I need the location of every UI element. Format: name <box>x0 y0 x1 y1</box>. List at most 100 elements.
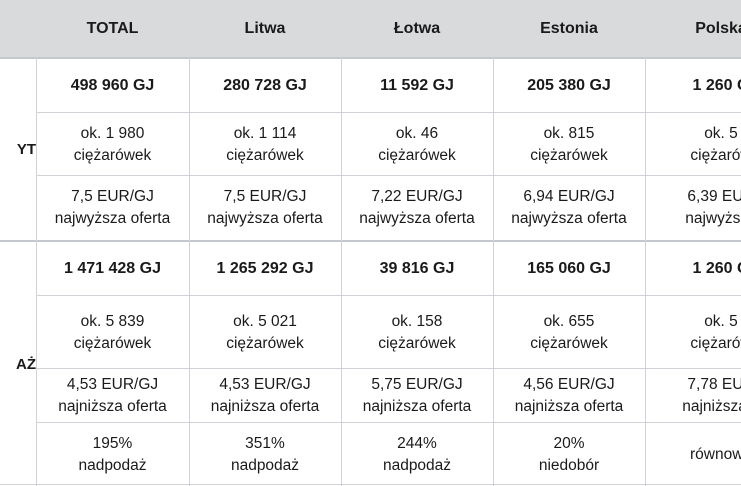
cell-text-line: ciężarów <box>690 146 741 164</box>
column-header-lotwa: Łotwa <box>393 19 441 37</box>
cell-text-line: ciężarówek <box>378 334 456 352</box>
cell-text-line: nadpodaż <box>78 456 147 474</box>
cell-text-line: nadpodaż <box>382 456 452 474</box>
cell-text-line: 1 260 G <box>692 77 741 94</box>
table-bottom-border <box>0 484 741 485</box>
table-cell-balance-litwa: 351% nadpodaż <box>189 423 341 486</box>
cell-text-line: ciężarówek <box>226 146 304 164</box>
table-cell-balance-lotwa: 244% nadpodaż <box>341 423 493 486</box>
table-cell-trucks-lotwa: ok. 158 ciężarówek <box>341 296 493 369</box>
cell-text-line: 7,22 EUR/GJ <box>371 187 463 205</box>
cell-text-line: 6,39 EUR <box>687 187 741 205</box>
cell-text-line: 1 260 G <box>692 260 741 277</box>
cell-text-line: 280 728 GJ <box>223 77 307 94</box>
cell-text-line: najniższa oferta <box>210 398 320 415</box>
cell-text-line: najwyższa oferta <box>359 209 475 227</box>
table-cell-volume-lotwa: 11 592 GJ <box>341 59 493 113</box>
column-divider <box>36 57 37 486</box>
table-cell-balance-estonia: 20% niedobór <box>493 423 645 486</box>
cell-text-line: 7,78 EUR <box>687 376 741 393</box>
table-cell-volume-litwa: 280 728 GJ <box>189 59 341 113</box>
cell-text-line: najniższa oferta <box>58 398 167 415</box>
table-cell-price-lotwa: 7,22 EUR/GJ najwyższa oferta <box>341 176 493 239</box>
cell-text-line: ciężarówek <box>73 146 152 164</box>
table-cell-price-litwa: 4,53 EUR/GJ najniższa oferta <box>189 369 341 423</box>
cell-text-line: 4,53 EUR/GJ <box>66 376 159 393</box>
cell-text-line: 351% <box>245 434 285 452</box>
table-cell-balance-polska: równowa <box>645 423 741 486</box>
table-cell-price-polska: 7,78 EUR najniższa o <box>645 369 741 423</box>
column-divider <box>189 57 190 486</box>
cell-text-line: 20% <box>553 434 585 452</box>
cell-text-line: 7,5 EUR/GJ <box>71 187 154 205</box>
row-divider <box>36 422 741 423</box>
cell-text-line: najniższa o <box>682 398 741 415</box>
cell-text-line: 7,5 EUR/GJ <box>223 187 307 205</box>
table-cell-trucks-polska: ok. 5 ciężarów <box>645 113 741 176</box>
table-cell-trucks-estonia: ok. 655 ciężarówek <box>493 296 645 369</box>
column-header-polska: Polska <box>695 19 741 37</box>
table-cell-volume-lotwa: 39 816 GJ <box>341 242 493 296</box>
table-cell-price-total: 4,53 EUR/GJ najniższa oferta <box>36 369 189 423</box>
table-cell-volume-estonia: 165 060 GJ <box>493 242 645 296</box>
cell-text-line: równowa <box>689 445 741 463</box>
cell-text-line: 5,75 EUR/GJ <box>371 376 463 393</box>
cell-text-line: ciężarówek <box>530 146 608 164</box>
cell-text-line: ok. 5 839 <box>80 312 145 330</box>
column-divider <box>645 57 646 486</box>
table-cell-trucks-litwa: ok. 1 114 ciężarówek <box>189 113 341 176</box>
table-cell-price-total: 7,5 EUR/GJ najwyższa oferta <box>36 176 189 239</box>
table-cell-volume-total: 1 471 428 GJ <box>36 242 189 296</box>
cell-text-line: 11 592 GJ <box>380 77 454 94</box>
cell-text-line: 39 816 GJ <box>379 260 455 277</box>
cell-text-line: 205 380 GJ <box>527 77 611 94</box>
row-divider <box>36 295 741 296</box>
table-cell-volume-polska: 1 260 G <box>645 59 741 113</box>
cell-text-line: ok. 655 <box>543 312 595 330</box>
column-divider <box>341 57 342 486</box>
table-cell-trucks-polska: ok. 5 ciężarów <box>645 296 741 369</box>
table-header <box>0 0 741 57</box>
table-cell-trucks-lotwa: ok. 46 ciężarówek <box>341 113 493 176</box>
table-cell-price-litwa: 7,5 EUR/GJ najwyższa oferta <box>189 176 341 239</box>
section-divider <box>0 57 741 59</box>
table-cell-trucks-total: ok. 1 980 ciężarówek <box>36 113 189 176</box>
section-divider <box>0 240 741 242</box>
cell-text-line: ok. 5 <box>704 312 738 330</box>
cell-text-line: ok. 5 <box>704 124 738 142</box>
cell-text-line: ok. 46 <box>395 124 439 142</box>
cell-text-line: 4,53 EUR/GJ <box>219 376 311 393</box>
cell-text-line: najwyższa oferta <box>207 209 323 227</box>
cell-text-line: 195% <box>92 434 133 452</box>
column-header-estonia: Estonia <box>540 19 598 37</box>
row-divider <box>36 175 741 176</box>
section-label: YT <box>16 140 36 158</box>
cell-text-line: ok. 815 <box>543 124 595 142</box>
cell-text-line: 1 471 428 GJ <box>64 260 161 277</box>
cell-text-line: 4,56 EUR/GJ <box>523 376 615 393</box>
column-header-total: TOTAL <box>86 19 139 37</box>
cell-text-line: 1 265 292 GJ <box>216 260 314 277</box>
cell-text-line: nadpodaż <box>230 456 300 474</box>
table-cell-price-estonia: 4,56 EUR/GJ najniższa oferta <box>493 369 645 423</box>
cell-text-line: 165 060 GJ <box>527 260 611 277</box>
cell-text-line: najwyższa oferta <box>54 209 171 227</box>
table-cell-price-polska: 6,39 EUR najwyższa <box>645 176 741 239</box>
table-cell-trucks-estonia: ok. 815 ciężarówek <box>493 113 645 176</box>
table-cell-price-lotwa: 5,75 EUR/GJ najniższa oferta <box>341 369 493 423</box>
cell-text-line: najniższa oferta <box>362 398 472 415</box>
table-cell-trucks-litwa: ok. 5 021 ciężarówek <box>189 296 341 369</box>
cell-text-line: ciężarówek <box>378 146 456 164</box>
cell-text-line: ciężarówek <box>530 334 608 352</box>
cell-text-line: najwyższa <box>685 209 741 227</box>
cell-text-line: ok. 158 <box>391 312 443 330</box>
cell-text-line: ok. 1 114 <box>233 124 297 142</box>
cell-text-line: najwyższa oferta <box>511 209 627 227</box>
table-cell-volume-estonia: 205 380 GJ <box>493 59 645 113</box>
row-divider <box>36 112 741 113</box>
cell-text-line: ciężarów <box>690 334 741 352</box>
section-label: AŻ <box>16 355 36 373</box>
cell-text-line: ciężarówek <box>73 334 152 352</box>
table-cell-volume-polska: 1 260 G <box>645 242 741 296</box>
